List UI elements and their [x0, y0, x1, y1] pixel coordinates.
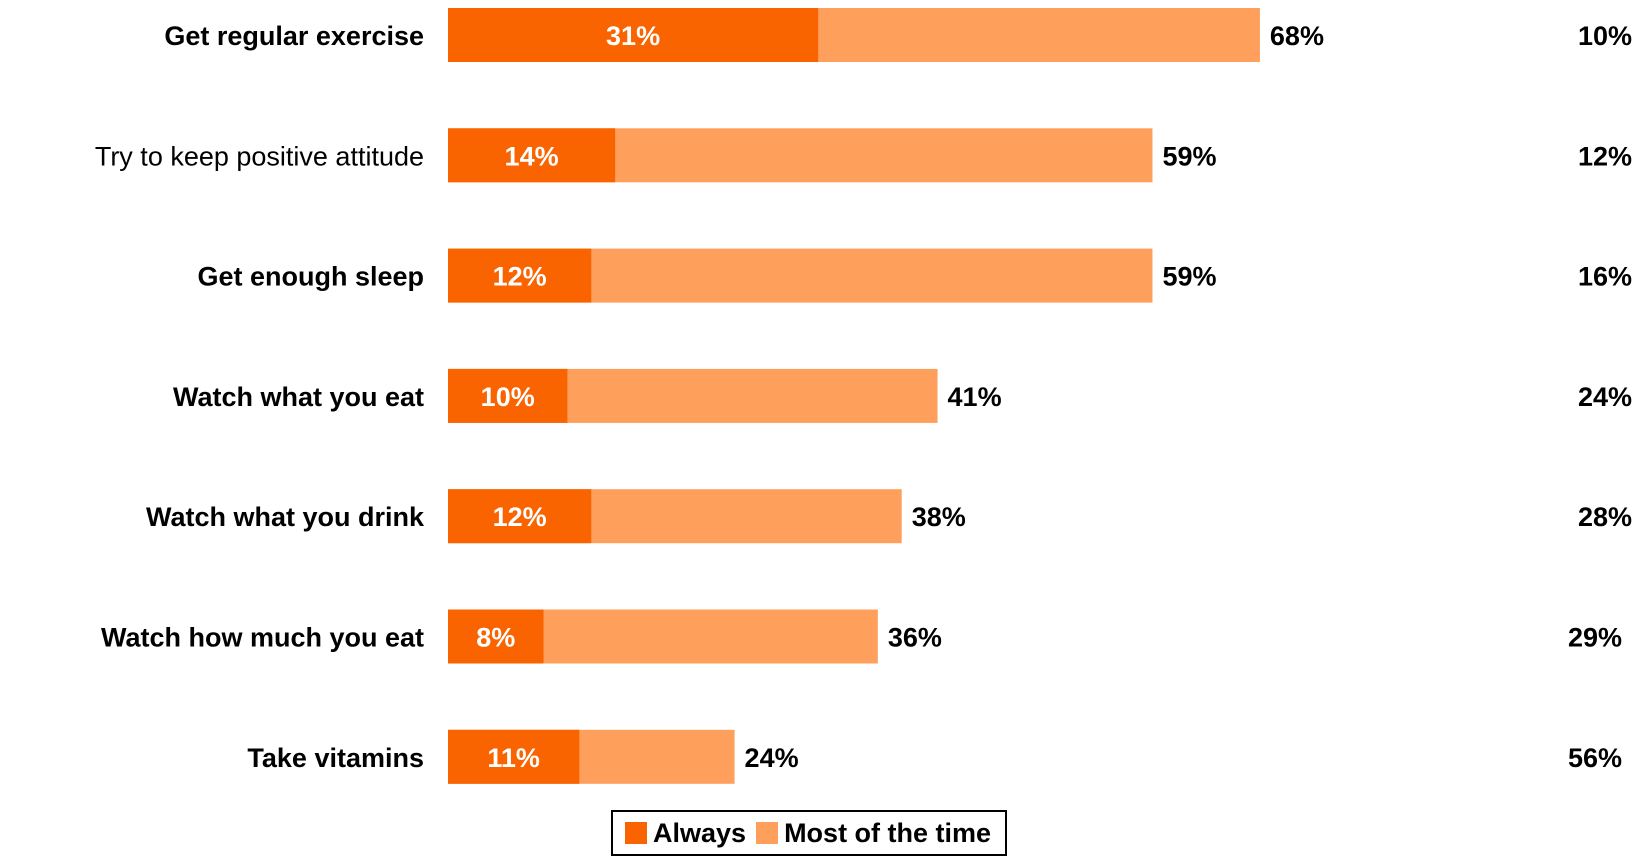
bar-always-label: 11% — [487, 743, 540, 773]
legend-label-always: Always — [653, 817, 747, 848]
legend-item-always: Always — [625, 818, 746, 849]
legend-swatch-most-of-the-time — [756, 822, 779, 844]
category-label: Watch how much you eat — [101, 623, 424, 653]
bar-always — [448, 489, 592, 544]
category-label: Try to keep positive attitude — [95, 141, 424, 171]
bar-total-label: 36% — [888, 623, 942, 653]
category-label: Take vitamins — [247, 743, 424, 773]
category-label: Watch what you drink — [146, 502, 425, 532]
bar-total-label: 68% — [1270, 21, 1324, 51]
bar-total-label: 38% — [912, 502, 966, 532]
bar-total-label: 59% — [1162, 262, 1216, 292]
bar-always — [448, 729, 580, 784]
bar-total-label: 24% — [745, 743, 799, 773]
right-column-value: 29% — [1568, 623, 1622, 653]
legend: Always Most of the time — [611, 810, 1008, 856]
legend-item-most-of-the-time: Most of the time — [756, 818, 991, 849]
right-column-value: 12% — [1578, 141, 1632, 171]
category-label: Get regular exercise — [164, 21, 424, 51]
category-label: Get enough sleep — [197, 262, 424, 292]
bar-always-label: 14% — [505, 141, 559, 171]
bar-always — [448, 609, 544, 664]
right-column-value: 16% — [1578, 262, 1632, 292]
bar-always — [448, 248, 592, 303]
right-column-value: 24% — [1578, 382, 1632, 412]
legend-swatch-always — [625, 822, 647, 844]
right-column-value: 10% — [1578, 21, 1632, 51]
bar-always-label: 12% — [493, 502, 547, 532]
bar-always-label: 8% — [476, 623, 515, 653]
right-column-value: 28% — [1578, 502, 1632, 532]
bar-total-label: 59% — [1162, 141, 1216, 171]
category-label: Watch what you eat — [173, 382, 424, 412]
bar-always — [448, 128, 616, 183]
right-column-value: 56% — [1568, 743, 1622, 773]
bar-always-label: 12% — [493, 262, 547, 292]
bar-always — [448, 368, 568, 423]
legend-label-most-of-the-time: Most of the time — [784, 817, 992, 848]
bar-always-label: 31% — [606, 21, 660, 51]
bar-total-label: 41% — [948, 382, 1002, 412]
bar-always — [448, 8, 819, 62]
bar-always-label: 10% — [481, 382, 535, 412]
